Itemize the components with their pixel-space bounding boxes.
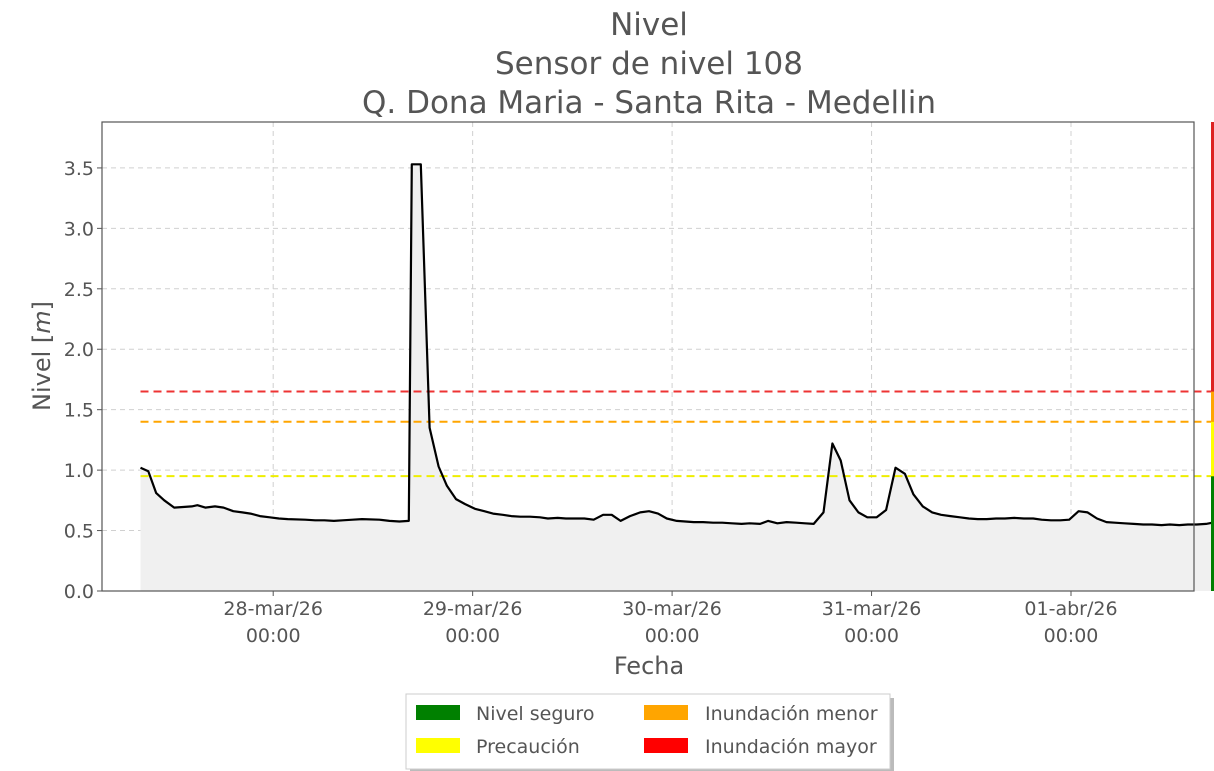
x-axis-label: Fecha <box>614 652 684 680</box>
threshold-lines <box>140 390 1214 478</box>
x-tick-label-date: 01-abr/26 <box>1024 598 1117 620</box>
side-bar-band <box>1211 476 1214 591</box>
legend-label-inundacion-mayor: Inundación mayor <box>705 736 877 758</box>
y-axis-label: Nivel [m] <box>28 301 56 411</box>
level-area <box>140 164 1214 591</box>
x-tick-label-time: 00:00 <box>645 625 700 647</box>
y-tick-label: 3.5 <box>64 158 94 180</box>
x-tick-label-date: 31-mar/26 <box>822 598 922 620</box>
y-tick-label: 3.0 <box>64 218 94 240</box>
legend-swatch-inundacion-menor <box>644 705 688 720</box>
x-tick-label-date: 28-mar/26 <box>223 598 323 620</box>
x-tick-label-time: 00:00 <box>445 625 500 647</box>
legend-label-nivel-seguro: Nivel seguro <box>476 703 594 725</box>
x-tick-label-date: 30-mar/26 <box>622 598 722 620</box>
legend-label-precaucion: Precaución <box>476 736 580 758</box>
y-tick-label: 2.5 <box>64 279 94 301</box>
legend-swatch-inundacion-mayor <box>644 738 688 753</box>
x-tick-label-time: 00:00 <box>844 625 899 647</box>
side-bar-band <box>1211 122 1214 392</box>
legend-label-inundacion-menor: Inundación menor <box>705 703 878 725</box>
risk-side-bar <box>1211 122 1214 591</box>
legend-swatch-precaucion <box>416 738 460 753</box>
x-tick-label-time: 00:00 <box>246 625 301 647</box>
level-series <box>140 163 1214 527</box>
y-tick-label: 0.0 <box>64 581 94 603</box>
chart-title-line-2: Sensor de nivel 108 <box>495 46 803 82</box>
side-bar-band <box>1211 391 1214 422</box>
chart-title-line-3: Q. Dona Maria - Santa Rita - Medellin <box>362 85 936 121</box>
legend-swatch-nivel-seguro <box>416 705 460 720</box>
y-tick-label: 2.0 <box>64 339 94 361</box>
plot-frame <box>101 121 1195 592</box>
chart-title-line-1: Nivel <box>610 7 688 43</box>
side-bar-band <box>1211 421 1214 477</box>
x-axis-ticks: 28-mar/26 00:00 29-mar/26 00:00 30-mar/26 00:… <box>223 591 1118 647</box>
y-axis-ticks: 0.0 0.5 1.0 1.5 2.0 2.5 3.0 3.5 <box>64 158 102 603</box>
y-tick-label: 0.5 <box>64 521 94 543</box>
y-tick-label: 1.5 <box>64 400 94 422</box>
level-line <box>140 163 1214 527</box>
level-area-fill <box>140 164 1214 591</box>
x-tick-label-date: 29-mar/26 <box>423 598 523 620</box>
y-tick-label: 1.0 <box>64 460 94 482</box>
legend: Nivel seguro Precaución Inundación menor… <box>405 693 894 771</box>
x-tick-label-time: 00:00 <box>1044 625 1099 647</box>
